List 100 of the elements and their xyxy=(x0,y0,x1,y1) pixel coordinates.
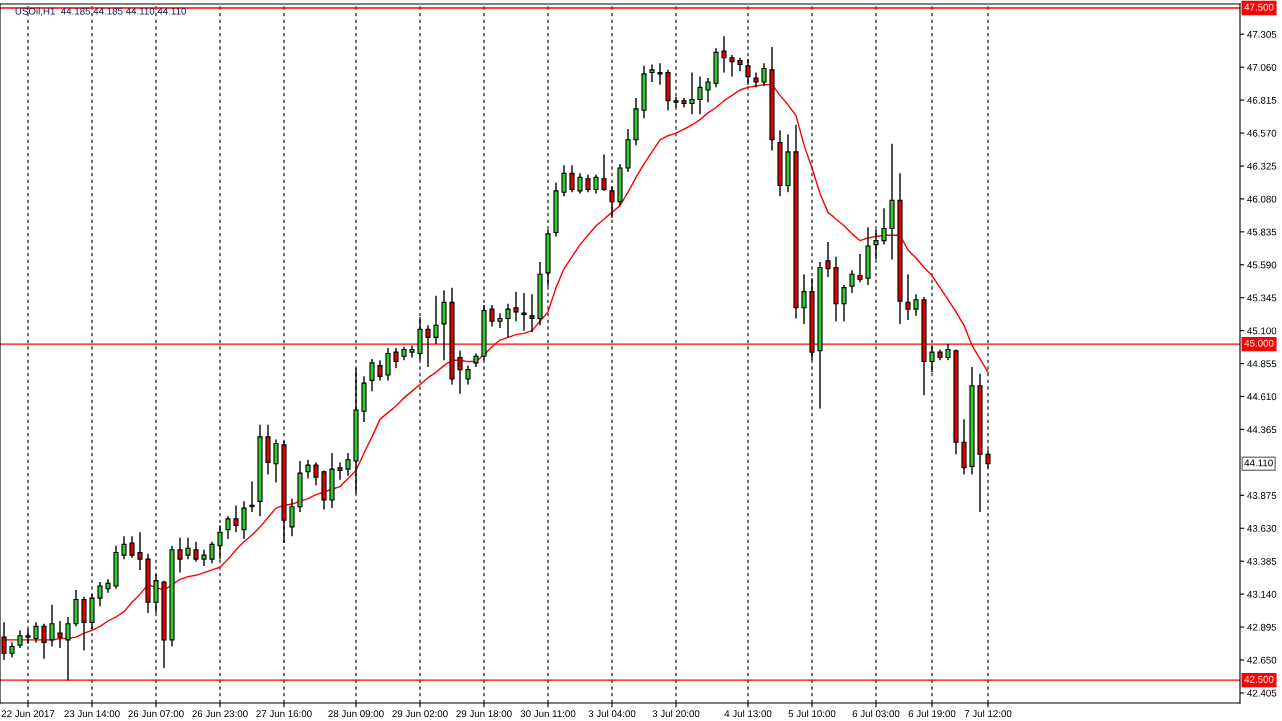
candlestick xyxy=(497,312,503,329)
candlestick xyxy=(225,515,231,540)
x-tick-label: 27 Jun 16:00 xyxy=(256,710,312,718)
y-tick-label: 44.610 xyxy=(1247,393,1277,401)
candlestick xyxy=(521,292,527,332)
x-tick-label: 29 Jun 18:00 xyxy=(456,710,512,718)
candlestick xyxy=(489,304,495,328)
candlestick xyxy=(385,347,391,382)
candlestick xyxy=(337,461,343,481)
candlestick xyxy=(305,458,311,480)
candlestick xyxy=(689,71,695,115)
x-tick-label: 3 Jul 04:00 xyxy=(588,709,636,718)
x-tick-label: 22 Jun 2017 xyxy=(1,710,55,718)
candlestick xyxy=(193,540,199,563)
candlestick xyxy=(825,241,831,278)
candlestick xyxy=(881,207,887,246)
candlestick xyxy=(377,359,383,382)
y-tick-label: 42.405 xyxy=(1247,689,1277,697)
candlestick xyxy=(657,62,663,86)
x-tick-label: 5 Jul 10:00 xyxy=(788,709,836,718)
y-tick-label: 47.060 xyxy=(1247,63,1277,71)
y-tick-label: 46.570 xyxy=(1247,129,1277,137)
candlestick xyxy=(273,438,279,484)
candlestick xyxy=(201,549,207,567)
candlestick xyxy=(289,497,295,538)
candlestick xyxy=(697,75,703,115)
x-tick-label: 29 Jun 02:00 xyxy=(392,710,448,718)
candlestick xyxy=(233,504,239,533)
candlestick xyxy=(129,535,135,559)
candlestick xyxy=(561,164,567,197)
candlestick xyxy=(241,500,247,540)
candlestick xyxy=(729,54,735,78)
y-tick-label: 42.895 xyxy=(1247,623,1277,631)
y-tick-label: 44.855 xyxy=(1247,360,1277,368)
y-tick-label: 46.325 xyxy=(1247,162,1277,170)
y-tick-label: 43.385 xyxy=(1247,557,1277,565)
candlestick xyxy=(313,461,319,486)
candlestick xyxy=(505,303,511,339)
candlestick xyxy=(33,621,39,644)
ref-line-label: 42.500 xyxy=(1244,675,1274,683)
candlestick xyxy=(57,620,63,649)
candlestick xyxy=(569,164,575,193)
candlestick xyxy=(369,358,375,392)
text: 44.110 xyxy=(1244,459,1273,467)
candlestick xyxy=(49,604,55,648)
candlestick xyxy=(209,540,215,564)
x-tick-label: 23 Jun 14:00 xyxy=(64,710,120,718)
x-tick-label: 26 Jun 07:00 xyxy=(128,710,184,718)
candlestick xyxy=(601,153,607,192)
ref-line-label: 45.000 xyxy=(1244,339,1274,347)
candlestick xyxy=(761,62,767,87)
chart-title: USOil,H1 44.185 44.185 44.110 44.110 xyxy=(15,7,187,16)
candlestick xyxy=(681,97,687,109)
x-tick-label: 28 Jun 09:00 xyxy=(328,710,384,718)
candlestick xyxy=(441,289,447,361)
candlestick xyxy=(705,77,711,103)
candlestick xyxy=(465,364,471,386)
y-tick-label: 46.080 xyxy=(1247,195,1277,203)
candlestick xyxy=(721,35,727,74)
x-tick-label: 6 Jul 19:00 xyxy=(908,709,956,718)
candlestick xyxy=(513,290,519,322)
candlestick xyxy=(457,350,463,395)
candlestick xyxy=(905,273,911,321)
ref-line-label: 47.500 xyxy=(1244,3,1274,11)
y-tick-label: 45.345 xyxy=(1247,294,1277,302)
candlestick xyxy=(409,344,415,359)
candlestick xyxy=(929,344,935,374)
candlestick xyxy=(841,284,847,322)
candlestick xyxy=(425,324,431,368)
y-tick-label: 43.140 xyxy=(1247,590,1277,598)
x-tick-label: 26 Jun 23:00 xyxy=(192,710,248,718)
candlestick xyxy=(433,295,439,345)
y-tick-label: 43.875 xyxy=(1247,492,1277,499)
candlestick xyxy=(857,253,863,283)
x-tick-label: 30 Jun 11:00 xyxy=(520,710,576,718)
candlestick xyxy=(81,596,87,652)
candlestick xyxy=(41,622,47,660)
candlestick xyxy=(177,536,183,574)
candlestick xyxy=(121,535,127,560)
x-tick-label: 3 Jul 20:00 xyxy=(652,709,700,718)
x-tick-label: 6 Jul 03:00 xyxy=(852,709,900,718)
candlestick xyxy=(345,452,351,477)
y-tick-label: 44.365 xyxy=(1247,426,1277,434)
x-tick-label: 4 Jul 13:00 xyxy=(724,709,772,718)
candlestick xyxy=(137,531,143,571)
candlestick xyxy=(849,269,855,294)
candlestick xyxy=(393,347,399,369)
candlestick xyxy=(577,172,583,195)
y-tick-label: 47.305 xyxy=(1247,30,1277,38)
candlestick xyxy=(609,186,615,219)
y-tick-label: 46.815 xyxy=(1247,96,1277,104)
candlestick xyxy=(593,174,599,195)
y-tick-label: 45.590 xyxy=(1247,261,1277,269)
candlestick xyxy=(65,616,71,681)
y-tick-label: 45.835 xyxy=(1247,228,1277,236)
candlestick xyxy=(801,273,807,325)
candlestick xyxy=(185,536,191,560)
candlestick xyxy=(97,581,103,607)
candlestick xyxy=(529,293,535,333)
y-tick-label: 43.630 xyxy=(1247,524,1277,532)
